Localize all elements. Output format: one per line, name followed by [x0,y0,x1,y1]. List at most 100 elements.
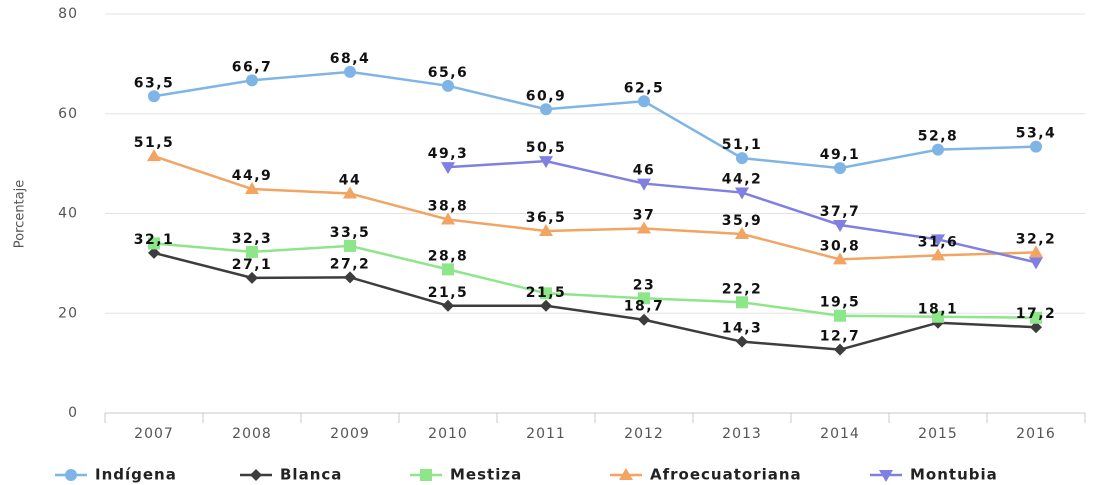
data-label: 46 [633,163,655,179]
data-label: 65,6 [428,65,469,81]
marker [344,271,356,284]
y-tick-label: 0 [68,405,78,421]
legend-marker [879,470,893,482]
marker [442,299,454,312]
marker [638,292,650,305]
data-label: 44,9 [232,168,273,184]
marker [736,335,748,348]
data-label: 32,3 [232,231,273,247]
data-label: 14,3 [722,321,763,337]
data-label: 53,4 [1016,126,1057,142]
y-tick-label: 20 [58,305,78,321]
data-label: 50,5 [526,140,567,156]
data-label: 32,2 [1016,231,1057,247]
y-axis-label: Porcentaje [13,180,28,248]
data-label: 37 [633,207,655,223]
marker [1030,140,1042,153]
y-tick-label: 80 [58,6,78,22]
data-label: 17,2 [1016,306,1057,322]
series-line [153,242,1037,319]
series-line [153,251,1037,351]
x-tick-label: 2013 [722,426,762,442]
marker [834,162,846,175]
marker [638,313,650,326]
legend-marker [65,469,77,481]
marker [637,178,651,191]
marker [735,187,749,200]
data-label: 49,1 [820,147,861,163]
data-label: 51,5 [134,135,175,151]
marker [148,90,160,103]
data-label: 36,5 [526,210,567,226]
marker [148,246,160,259]
marker [1029,245,1043,258]
marker [736,152,748,165]
data-label: 44 [339,173,361,189]
x-tick-label: 2016 [1016,426,1056,442]
data-label: 18,1 [918,302,959,318]
data-label: 27,2 [330,256,371,272]
data-label: 35,9 [722,213,763,229]
marker [442,263,454,276]
legend-label: Blanca [280,466,342,484]
marker [539,223,553,236]
data-label: 49,3 [428,146,469,162]
legend-label: Afroecuatoriana [650,466,802,484]
data-label: 44,2 [722,172,763,188]
x-tick-label: 2014 [820,426,860,442]
marker [441,212,455,225]
x-tick-label: 2009 [330,426,370,442]
marker [735,226,749,239]
data-label: 60,9 [526,88,567,104]
marker [344,239,356,252]
marker [343,186,357,199]
legend-label: Montubia [910,466,998,484]
data-label: 22,2 [722,281,763,297]
x-tick-label: 2007 [134,426,174,442]
data-label: 52,8 [918,129,959,145]
data-label: 27,1 [232,257,273,273]
data-label: 19,5 [820,295,861,311]
x-tick-label: 2008 [232,426,272,442]
data-label: 37,7 [820,204,861,220]
marker [246,245,258,258]
legend-marker [420,469,432,481]
marker [441,162,455,175]
marker [834,343,846,356]
marker [1030,321,1042,334]
data-label: 21,5 [428,285,469,301]
legend-marker [619,468,633,480]
marker [931,234,945,247]
marker [932,310,944,323]
data-label: 62,5 [624,80,665,96]
marker [344,65,356,78]
data-label: 38,8 [428,198,469,214]
marker [833,219,847,232]
marker [931,248,945,261]
marker [540,299,552,312]
marker [638,95,650,108]
marker [246,74,258,87]
marker [148,237,160,250]
legend-marker [250,469,262,481]
marker [834,309,846,322]
marker [147,149,161,162]
legend-label: Mestiza [450,466,522,484]
y-tick-label: 60 [58,106,78,122]
legend-label: Indígena [95,466,177,484]
x-tick-label: 2015 [918,426,958,442]
marker [1030,311,1042,324]
marker [540,103,552,116]
data-label: 68,4 [330,51,371,67]
series-line [153,154,1037,261]
marker [442,79,454,92]
marker [637,221,651,234]
x-tick-label: 2010 [428,426,468,442]
data-label: 32,1 [134,232,175,248]
x-tick-label: 2011 [526,426,566,442]
marker [540,287,552,300]
data-label: 18,7 [624,299,665,315]
x-tick-label: 2012 [624,426,664,442]
